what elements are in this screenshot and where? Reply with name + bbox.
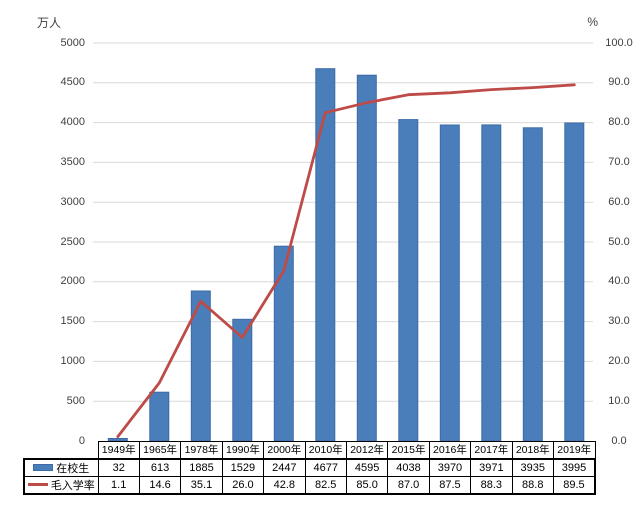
bar-1990年 xyxy=(232,318,253,442)
series-name-label: 在校生 xyxy=(56,462,90,475)
value-cell: 82.5 xyxy=(304,475,347,495)
left-axis-tick: 2000 xyxy=(60,275,85,288)
bar-2019年 xyxy=(564,122,585,442)
value-cell: 4038 xyxy=(387,457,430,477)
value-cell: 88.8 xyxy=(511,475,554,495)
left-axis-tick: 3500 xyxy=(60,155,85,168)
table-corner xyxy=(24,442,98,459)
value-cell: 1529 xyxy=(221,457,265,477)
year-cell: 1949年 xyxy=(97,441,140,459)
value-cell: 2447 xyxy=(263,457,306,477)
value-cell: 613 xyxy=(138,457,182,477)
value-cell: 3995 xyxy=(552,457,596,477)
bar-2010年 xyxy=(315,68,336,442)
year-cell: 2018年 xyxy=(511,441,554,459)
legend-bar: 在校生 xyxy=(23,457,99,477)
rate-line xyxy=(116,83,576,439)
right-axis-unit-label: % xyxy=(587,15,598,29)
year-cell: 2016年 xyxy=(428,441,472,459)
left-axis-tick: 0 xyxy=(78,434,85,447)
right-axis-tick: 90.0 xyxy=(608,76,630,89)
value-cell: 3970 xyxy=(428,457,472,477)
bar-2000年 xyxy=(273,245,294,442)
bar-2016年 xyxy=(439,124,460,442)
left-axis-tick: 4000 xyxy=(60,116,85,129)
chart-data-table: 1949年 1965年 1978年 1990年 2000年 2010年 2012年 2015年… xyxy=(23,441,596,495)
year-cell: 1990年 xyxy=(221,441,265,459)
year-cell: 2019年 xyxy=(552,441,596,459)
left-axis-tick: 3000 xyxy=(60,195,85,208)
right-axis-tick: 70.0 xyxy=(608,155,630,168)
value-cell: 88.3 xyxy=(470,475,513,495)
value-cell: 3971 xyxy=(470,457,513,477)
value-cell: 3935 xyxy=(511,457,554,477)
right-axis-tick: 20.0 xyxy=(608,354,630,367)
year-cell: 1965年 xyxy=(138,441,182,459)
value-cell: 26.0 xyxy=(221,475,265,495)
right-axis-tick: 60.0 xyxy=(608,195,630,208)
right-axis-tick: 30.0 xyxy=(608,315,630,328)
bar-2018年 xyxy=(522,127,543,442)
value-cell: 42.8 xyxy=(263,475,306,495)
value-cell: 87.5 xyxy=(428,475,472,495)
right-axis-tick: 50.0 xyxy=(608,235,630,248)
gross-rate-row: 毛入学率 1.1 14.6 35.1 26.0 42.8 82.5 85.0 87.0 87.5 8… xyxy=(23,475,596,495)
year-cell: 1978年 xyxy=(180,441,223,459)
bar-2012年 xyxy=(356,74,377,442)
value-cell: 1.1 xyxy=(97,475,140,495)
line-series-swatch-icon xyxy=(27,483,48,486)
year-cell: 2012年 xyxy=(345,441,389,459)
right-axis-tick: 10.0 xyxy=(608,394,630,407)
value-cell: 4677 xyxy=(304,457,347,477)
value-cell: 35.1 xyxy=(180,475,223,495)
year-cell: 2000年 xyxy=(263,441,306,459)
bar-2015年 xyxy=(398,119,419,442)
value-cell: 1885 xyxy=(180,457,223,477)
right-axis-tick: 40.0 xyxy=(608,275,630,288)
left-axis-tick: 1500 xyxy=(60,315,85,328)
value-cell: 14.6 xyxy=(138,475,182,495)
year-cell: 2017年 xyxy=(470,441,513,459)
year-cell: 2010年 xyxy=(304,441,347,459)
value-cell: 85.0 xyxy=(345,475,389,495)
bar-1965年 xyxy=(149,391,170,442)
value-cell: 32 xyxy=(97,457,140,477)
bar-series-swatch-icon xyxy=(33,464,54,471)
value-cell: 89.5 xyxy=(552,475,596,495)
left-axis-unit-label: 万人 xyxy=(37,16,62,30)
table-year-row: 1949年 1965年 1978年 1990年 2000年 2010年 2012年 2015年… xyxy=(24,441,596,459)
right-axis-tick: 0.0 xyxy=(611,434,627,447)
series-name-label: 毛入学率 xyxy=(50,479,95,492)
left-axis-tick: 4500 xyxy=(60,76,85,89)
value-cell: 4595 xyxy=(345,457,389,477)
left-axis-tick: 500 xyxy=(66,394,85,407)
value-cell: 87.0 xyxy=(387,475,430,495)
left-axis-tick: 5000 xyxy=(60,36,85,49)
enrollment-row: 在校生 32 613 1885 1529 2447 4677 4595 4038 3970 3971… xyxy=(23,457,596,477)
left-axis-tick: 1000 xyxy=(60,354,85,367)
legend-line: 毛入学率 xyxy=(23,475,99,495)
left-axis-tick: 2500 xyxy=(60,235,85,248)
year-cell: 2015年 xyxy=(387,441,430,459)
right-axis-tick: 80.0 xyxy=(608,116,630,129)
bar-2017年 xyxy=(481,124,502,442)
right-axis-tick: 100.0 xyxy=(605,36,633,49)
